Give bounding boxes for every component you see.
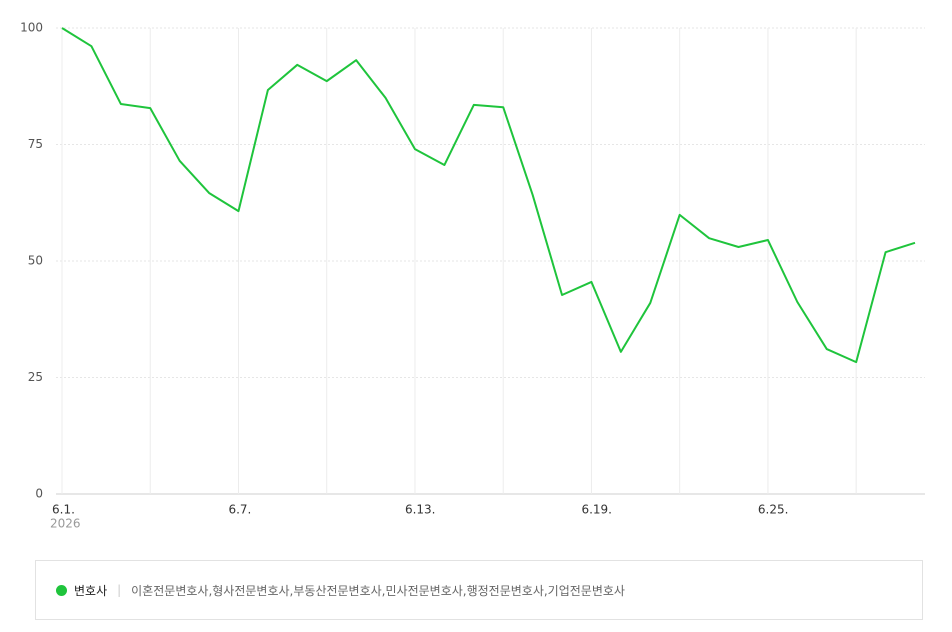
y-tick-label: 25 bbox=[28, 370, 43, 384]
line bbox=[61, 27, 916, 364]
legend: 변호사 | 이혼전문변호사,형사전문변호사,부동산전문변호사,민사전문변호사,행… bbox=[35, 560, 923, 620]
legend-marker bbox=[56, 584, 67, 596]
legend-keywords: 이혼전문변호사,형사전문변호사,부동산전문변호사,민사전문변호사,행정전문변호사… bbox=[131, 583, 625, 598]
y-tick-label: 50 bbox=[28, 254, 43, 268]
x-tick-label: 6.1. bbox=[52, 503, 75, 517]
legend-label: 변호사 bbox=[74, 583, 108, 598]
y-tick-label: 0 bbox=[35, 487, 43, 501]
x-year-label: 2026 bbox=[50, 517, 81, 531]
legend-separator: | bbox=[117, 583, 122, 597]
x-tick-label: 6.7. bbox=[228, 503, 251, 517]
chart: 0 25 50 75 100 6.1. 6.7. 6.13. 6.19. 6.25. 2026 bbox=[20, 21, 925, 531]
x-tick-label: 6.13. bbox=[405, 503, 436, 517]
x-tick-label: 6.25. bbox=[758, 503, 789, 517]
y-tick-label: 100 bbox=[20, 21, 43, 35]
y-tick-label: 75 bbox=[28, 137, 43, 151]
x-tick-label: 6.19. bbox=[581, 503, 612, 517]
